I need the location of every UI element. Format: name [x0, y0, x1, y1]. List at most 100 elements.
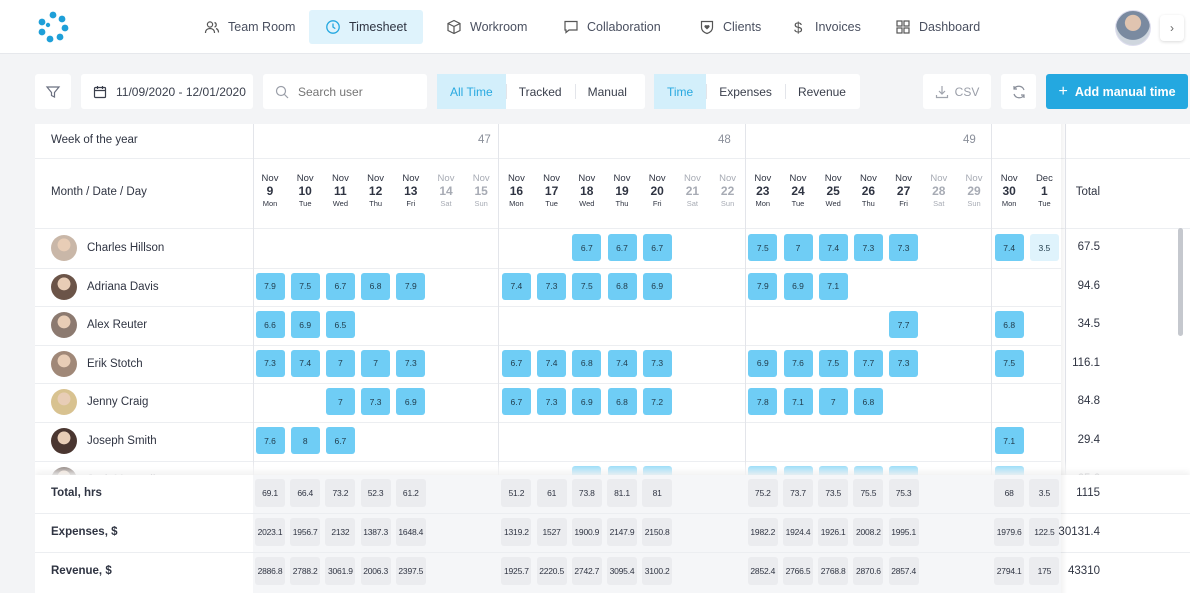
time-entry-chip[interactable]: 6.8 [607, 272, 637, 300]
time-entry-chip[interactable]: 7 [325, 349, 355, 377]
time-entry-chip[interactable]: 7.3 [361, 388, 391, 416]
time-entry-chip[interactable]: 6.6 [255, 311, 285, 339]
day-header[interactable]: Nov 16 Mon [499, 174, 533, 207]
chevron-right-icon[interactable]: › [1160, 15, 1184, 41]
day-header[interactable]: Nov 23 Mon [746, 174, 780, 207]
time-entry-chip[interactable]: 7.1 [783, 388, 813, 416]
user-row[interactable]: Charles Hillson [35, 229, 253, 267]
time-entry-chip[interactable]: 6.7 [501, 388, 531, 416]
time-entry-chip[interactable]: 7.3 [853, 234, 883, 261]
date-range-picker[interactable]: 11/09/2020 - 12/01/2020 [81, 74, 253, 109]
nav-item-team-room[interactable]: Team Room [188, 10, 311, 44]
time-entry-chip[interactable]: 6.9 [572, 388, 602, 416]
time-entry-chip[interactable]: 7.9 [396, 272, 426, 300]
nav-item-invoices[interactable]: $ Invoices [775, 10, 877, 44]
time-entry-chip[interactable]: 7.4 [290, 349, 320, 377]
search-user-input[interactable] [298, 84, 408, 99]
add-manual-time-button[interactable]: + Add manual time [1046, 74, 1188, 109]
time-entry-chip[interactable]: 7.5 [994, 349, 1024, 377]
time-entry-chip[interactable]: 8 [290, 427, 320, 454]
time-entry-chip[interactable]: 6.9 [396, 388, 426, 416]
table-scrollbar[interactable] [1178, 228, 1183, 336]
user-row[interactable]: Erik Stotch [35, 345, 253, 383]
time-entry-chip[interactable]: 7.4 [501, 272, 531, 300]
time-entry-chip[interactable]: 6.7 [642, 234, 672, 261]
nav-item-collaboration[interactable]: Collaboration [547, 10, 677, 44]
time-entry-chip[interactable]: 7.3 [255, 349, 285, 377]
time-entry-chip[interactable]: 7 [783, 234, 813, 261]
time-entry-chip[interactable]: 7.3 [889, 234, 919, 261]
day-header[interactable]: Nov 22 Sun [711, 174, 745, 207]
time-entry-chip[interactable]: 7.3 [537, 272, 567, 300]
time-entry-chip[interactable]: 7.6 [255, 427, 285, 454]
nav-item-dashboard[interactable]: Dashboard [879, 10, 996, 44]
day-header[interactable]: Nov 14 Sat [429, 174, 463, 207]
day-header[interactable]: Nov 25 Wed [816, 174, 850, 207]
time-entry-chip[interactable]: 7.4 [537, 349, 567, 377]
time-entry-chip[interactable]: 6.9 [290, 311, 320, 339]
user-row[interactable]: Jenny Craig [35, 383, 253, 421]
time-entry-chip[interactable]: 7.5 [748, 234, 778, 261]
time-entry-chip[interactable]: 6.7 [607, 234, 637, 261]
filter-button[interactable] [35, 74, 71, 109]
user-row[interactable]: Alex Reuter [35, 306, 253, 344]
time-entry-chip[interactable]: 7 [818, 388, 848, 416]
time-entry-chip[interactable]: 7.3 [889, 349, 919, 377]
time-entry-chip[interactable]: 6.7 [325, 272, 355, 300]
day-header[interactable]: Nov 29 Sun [957, 174, 991, 207]
day-header[interactable]: Nov 28 Sat [922, 174, 956, 207]
time-entry-chip[interactable]: 6.9 [783, 272, 813, 300]
time-entry-chip[interactable]: 6.8 [572, 349, 602, 377]
day-header[interactable]: Nov 10 Tue [288, 174, 322, 207]
day-header[interactable]: Nov 27 Fri [887, 174, 921, 207]
nav-item-clients[interactable]: Clients [683, 10, 777, 44]
time-entry-chip[interactable]: 7 [361, 349, 391, 377]
time-entry-chip[interactable]: 7.6 [783, 349, 813, 377]
time-entry-chip[interactable]: 6.7 [325, 427, 355, 454]
tab-tracked[interactable]: Tracked [505, 74, 575, 109]
nav-item-timesheet[interactable]: Timesheet [309, 10, 423, 44]
csv-export-button[interactable]: CSV [923, 74, 991, 109]
time-entry-chip[interactable]: 6.9 [748, 349, 778, 377]
day-header[interactable]: Nov 26 Thu [851, 174, 885, 207]
time-entry-chip[interactable]: 6.8 [994, 311, 1024, 339]
time-entry-chip[interactable]: 7 [325, 388, 355, 416]
time-entry-chip[interactable]: 7.2 [642, 388, 672, 416]
time-entry-chip[interactable]: 6.5 [325, 311, 355, 339]
nav-item-workroom[interactable]: Workroom [430, 10, 543, 44]
tab-time[interactable]: Time [654, 74, 707, 109]
time-entry-chip[interactable]: 7.4 [607, 349, 637, 377]
day-header[interactable]: Nov 13 Fri [394, 174, 428, 207]
time-entry-chip[interactable]: 7.7 [853, 349, 883, 377]
time-entry-chip[interactable]: 7.9 [255, 272, 285, 300]
day-header[interactable]: Nov 20 Fri [640, 174, 674, 207]
user-avatar[interactable] [1115, 10, 1151, 46]
day-header[interactable]: Nov 15 Sun [464, 174, 498, 207]
day-header[interactable]: Dec 1 Tue [1027, 174, 1061, 207]
time-entry-chip[interactable]: 7.1 [994, 427, 1024, 454]
tab-revenue[interactable]: Revenue [784, 74, 859, 109]
tab-manual[interactable]: Manual [574, 74, 640, 109]
day-header[interactable]: Nov 12 Thu [359, 174, 393, 207]
refresh-button[interactable] [1001, 74, 1036, 109]
time-entry-chip[interactable]: 6.9 [642, 272, 672, 300]
user-row[interactable]: Joseph Smith [35, 422, 253, 460]
time-entry-chip[interactable]: 7.3 [642, 349, 672, 377]
time-entry-chip[interactable]: 6.7 [572, 234, 602, 261]
time-entry-chip[interactable]: 7.5 [572, 272, 602, 300]
time-entry-chip[interactable]: 7.3 [537, 388, 567, 416]
user-row[interactable]: Adriana Davis [35, 268, 253, 306]
time-entry-chip[interactable]: 7.5 [818, 349, 848, 377]
day-header[interactable]: Nov 18 Wed [570, 174, 604, 207]
day-header[interactable]: Nov 21 Sat [675, 174, 709, 207]
day-header[interactable]: Nov 24 Tue [781, 174, 815, 207]
time-entry-chip[interactable]: 7.9 [748, 272, 778, 300]
time-entry-chip[interactable]: 7.8 [748, 388, 778, 416]
day-header[interactable]: Nov 9 Mon [253, 174, 287, 207]
time-entry-chip[interactable]: 6.7 [501, 349, 531, 377]
day-header[interactable]: Nov 30 Mon [992, 174, 1026, 207]
time-entry-chip[interactable]: 7.5 [290, 272, 320, 300]
time-entry-chip[interactable]: 7.3 [396, 349, 426, 377]
day-header[interactable]: Nov 17 Tue [535, 174, 569, 207]
day-header[interactable]: Nov 19 Thu [605, 174, 639, 207]
